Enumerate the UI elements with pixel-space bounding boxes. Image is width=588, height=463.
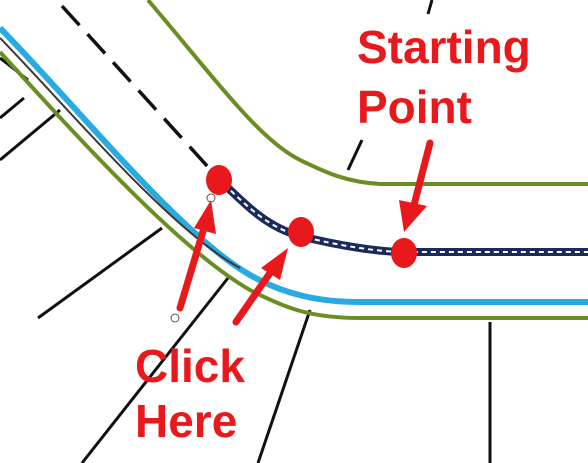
arrow-icon xyxy=(399,200,427,232)
lot-line xyxy=(258,310,310,463)
click-here-label-line1: Click xyxy=(135,343,245,389)
lot-line xyxy=(0,110,60,160)
arrow-icon xyxy=(194,200,216,234)
point-marker-icon[interactable] xyxy=(288,217,314,247)
lot-line xyxy=(348,140,362,170)
point-marker-icon[interactable] xyxy=(206,165,232,195)
arrow-icon xyxy=(414,143,430,205)
road-centerline xyxy=(62,6,218,178)
click-here-label-line2: Here xyxy=(135,398,237,444)
lot-line xyxy=(428,0,432,14)
starting-point-label-line2: Point xyxy=(357,84,472,130)
point-marker-icon[interactable] xyxy=(391,238,417,268)
lot-line xyxy=(38,228,162,318)
lot-line xyxy=(0,98,24,118)
grip-icon[interactable] xyxy=(171,314,179,322)
starting-point-label-line1: Starting xyxy=(357,24,531,70)
